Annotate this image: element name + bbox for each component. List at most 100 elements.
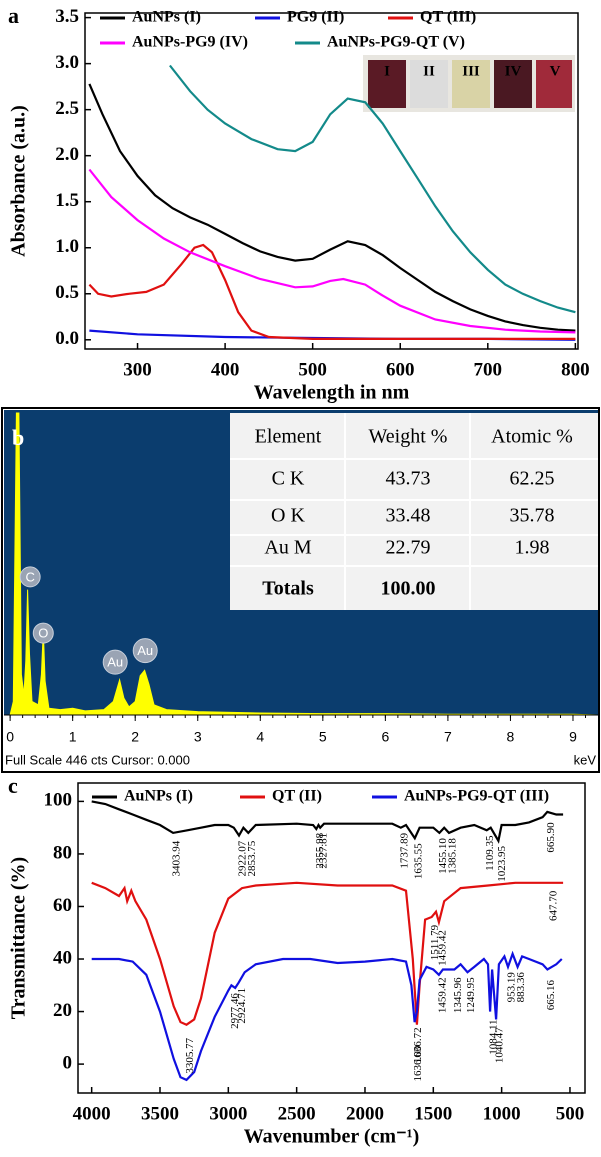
peak-label: Au xyxy=(107,655,123,670)
x-tick-label: 2500 xyxy=(278,1103,316,1124)
y-tick-label: 40 xyxy=(53,947,72,968)
table-background xyxy=(230,413,598,610)
x-tick-label: 3000 xyxy=(209,1103,247,1124)
y-tick-label: 3.5 xyxy=(55,6,79,27)
peak-annotation: 665.16 xyxy=(545,980,557,1011)
plot-frame xyxy=(77,782,586,1094)
x-tick-label: 1000 xyxy=(483,1103,521,1124)
x-tick-label: 7 xyxy=(444,729,452,745)
y-tick-label: 100 xyxy=(44,790,73,811)
legend-label: AuNPs-PG9-QT (III) xyxy=(404,788,549,805)
y-tick-label: 0.0 xyxy=(55,328,79,349)
peak-annotation: 3403.94 xyxy=(171,840,183,876)
x-tick-label: 1500 xyxy=(414,1103,452,1124)
peak-annotation: 1385.18 xyxy=(447,838,459,874)
legend-label: PG9 (II) xyxy=(287,9,344,26)
y-tick-label: 3.0 xyxy=(55,52,79,73)
peak-annotation: 2922.07 xyxy=(237,840,249,876)
table-cell: 1.98 xyxy=(515,537,550,559)
x-axis-title: Wavelength in nm xyxy=(254,382,410,404)
x-tick-label: 9 xyxy=(569,729,577,745)
y-tick-label: 60 xyxy=(53,895,72,916)
table-cell: 33.48 xyxy=(386,505,431,527)
y-tick-label: 20 xyxy=(53,1000,72,1021)
peak-annotation: 883.36 xyxy=(515,972,527,1003)
y-tick-label: 2.5 xyxy=(55,98,79,119)
x-tick-label: 2000 xyxy=(346,1103,384,1124)
peak-annotation: 1636.72 xyxy=(412,1027,424,1063)
x-tick-label: 4 xyxy=(256,729,264,745)
legend-label: QT (III) xyxy=(420,9,476,26)
vial xyxy=(536,60,572,108)
peak-annotation: 1040.47 xyxy=(494,1027,506,1063)
x-tick-label: 500 xyxy=(556,1103,585,1124)
legend-label: QT (II) xyxy=(272,788,322,805)
inset-label: IV xyxy=(505,63,522,79)
x-tick-label: 3500 xyxy=(141,1103,179,1124)
inset-label: II xyxy=(423,63,435,79)
peak-annotation: 665.90 xyxy=(545,822,557,853)
table-cell: 100.00 xyxy=(381,578,436,600)
table-cell: 22.79 xyxy=(386,537,431,559)
table-cell: 43.73 xyxy=(386,468,431,490)
x-axis-title: Wavenumber (cm⁻¹) xyxy=(244,1126,420,1148)
peak-annotation: 1084.11 xyxy=(488,1019,500,1054)
x-tick-label: 6 xyxy=(381,729,389,745)
peak-annotation: 2924.71 xyxy=(236,988,248,1024)
x-tick-label: 5 xyxy=(319,729,327,745)
y-axis-title: Absorbance (a.u.) xyxy=(8,105,30,257)
inset-photo xyxy=(363,55,575,112)
peak-annotation: 1459.42 xyxy=(436,977,448,1013)
x-tick-label: 4000 xyxy=(73,1103,111,1124)
table-cell: 35.78 xyxy=(510,505,555,527)
vial xyxy=(494,60,532,108)
series-line xyxy=(88,83,576,332)
series-line xyxy=(91,950,563,1082)
table-cell: Au M xyxy=(264,537,311,559)
panel-label: c xyxy=(8,773,18,798)
legend-label: AuNPs-PG9 (IV) xyxy=(132,34,248,51)
x-tick-label: 3 xyxy=(194,729,202,745)
x-tick-label: 500 xyxy=(298,359,327,380)
peak-label: O xyxy=(38,626,48,641)
x-tick-label: 600 xyxy=(386,359,415,380)
panel-label: a xyxy=(8,3,19,28)
peak-annotation: 953.19 xyxy=(506,972,518,1003)
peak-annotation: 1455.10 xyxy=(437,838,449,874)
y-tick-label: 2.0 xyxy=(55,144,79,165)
vial xyxy=(410,60,448,108)
series-line xyxy=(88,243,576,340)
inset-label: I xyxy=(384,63,390,79)
peak-annotation: 2977.46 xyxy=(229,993,241,1029)
y-tick-label: 0.5 xyxy=(55,282,79,303)
x-tick-label: 2 xyxy=(131,729,139,745)
y-tick-label: 80 xyxy=(53,842,72,863)
peak-badge xyxy=(32,622,54,644)
vial xyxy=(452,60,490,108)
peak-annotation: 647.70 xyxy=(547,890,559,921)
peak-annotation: 2853.75 xyxy=(246,840,258,876)
peak-label: Au xyxy=(137,643,153,658)
x-tick-label: 700 xyxy=(474,359,503,380)
x-axis-unit: keV xyxy=(574,752,597,767)
peak-annotation: 1737.89 xyxy=(398,832,410,868)
peak-annotation: 1636.00 xyxy=(412,1045,424,1081)
table-header: Element xyxy=(255,426,322,448)
plot-frame xyxy=(84,12,579,350)
peak-badge xyxy=(102,649,128,675)
footer: Full Scale 446 cts Cursor: 0.000 xyxy=(5,752,190,767)
peak-annotation: 3305.77 xyxy=(184,1037,196,1073)
spectrum-area xyxy=(9,412,599,716)
x-tick-label: 8 xyxy=(507,729,515,745)
y-tick-label: 1.0 xyxy=(55,236,79,257)
peak-label: C xyxy=(25,569,34,584)
peak-badge xyxy=(132,638,158,664)
x-tick-label: 400 xyxy=(211,359,240,380)
peak-annotation: 1459.42 xyxy=(436,930,448,966)
inset-label: III xyxy=(462,63,480,79)
series-line xyxy=(169,64,576,314)
peak-annotation: 1249.95 xyxy=(465,977,477,1013)
y-axis-title: Transmittance (%) xyxy=(8,857,30,1019)
legend-label: AuNPs (I) xyxy=(132,9,201,26)
